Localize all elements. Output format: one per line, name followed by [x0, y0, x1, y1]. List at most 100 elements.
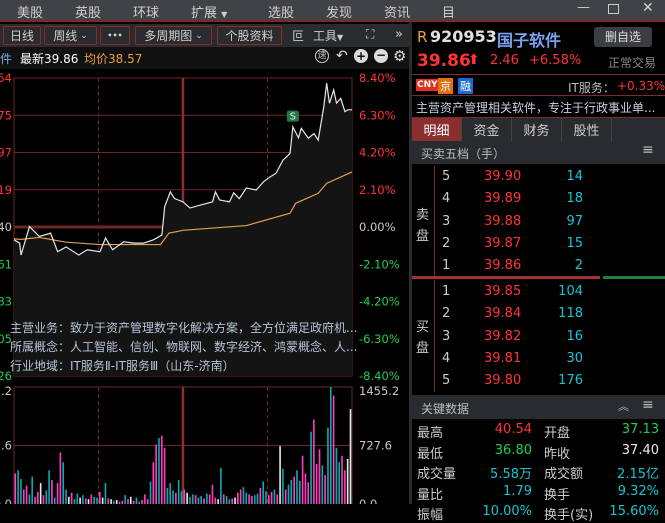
- tab-finance[interactable]: 财务: [512, 118, 562, 141]
- zoom-out-icon[interactable]: −: [374, 48, 388, 63]
- expand-icon[interactable]: »: [395, 27, 403, 42]
- orderbook-row[interactable]: 2 39.84 118: [412, 303, 665, 325]
- orderbook-row[interactable]: 2 39.87 15: [412, 233, 665, 255]
- left-axis-tick: 35.83: [0, 295, 12, 309]
- panel-divider[interactable]: [409, 22, 412, 504]
- weekly-dropdown[interactable]: 周线 ⌄: [44, 26, 97, 45]
- orderbook-row[interactable]: 1 39.85 104: [412, 281, 665, 303]
- orderbook-row[interactable]: 5 39.80 176: [412, 370, 665, 392]
- orderbook-row[interactable]: 4 39.89 18: [412, 188, 665, 210]
- gear-icon[interactable]: ⚙: [393, 47, 407, 65]
- orderbook-row[interactable]: 4 39.81 30: [412, 348, 665, 370]
- sell-signal-label: S: [290, 112, 296, 123]
- menu-icon[interactable]: ≡: [642, 397, 654, 413]
- volume-bar: [146, 499, 149, 504]
- stock-profile-button[interactable]: 个股资料: [217, 26, 282, 45]
- volume-bar: [200, 495, 203, 504]
- keydata-row: 成交量 5.58万 成交额 2.15亿: [412, 461, 665, 482]
- volume-bar: [177, 479, 180, 504]
- nav-extend[interactable]: 扩展 ▼: [191, 2, 227, 21]
- more-button[interactable]: •••: [100, 26, 130, 45]
- volume-bar: [344, 470, 346, 504]
- tab-detail[interactable]: 明细: [412, 118, 462, 141]
- price: 39.86: [484, 258, 522, 274]
- minimize-icon[interactable]: —: [577, 0, 590, 15]
- keydata-row: 量比 1.79 换手 9.32%: [412, 482, 665, 503]
- daily-button[interactable]: 日线: [3, 26, 41, 45]
- quote-panel: R 920953 国子软件 删自选 39.86 ⬆ 2.46 +6.58% 正常…: [412, 24, 665, 523]
- price: 39.90: [484, 169, 522, 184]
- remove-favorite-button[interactable]: 删自选: [594, 27, 652, 47]
- level: 1: [442, 258, 451, 274]
- right-axis-tick: 2.10%: [359, 183, 396, 197]
- maximize-icon[interactable]: [608, 4, 619, 14]
- price-line: [13, 83, 352, 256]
- nav-global[interactable]: 环球: [133, 6, 160, 21]
- volume-bar: [90, 494, 93, 504]
- keydata-title: 关键数据: [421, 402, 470, 416]
- undo-icon[interactable]: ↶: [336, 48, 348, 64]
- keydata-value: 36.80: [494, 442, 532, 458]
- volume-bar: [20, 479, 22, 504]
- stamp-icon[interactable]: 速: [315, 49, 329, 63]
- nav-news[interactable]: 资讯: [384, 6, 411, 21]
- chevron-down-icon: ⌄: [195, 30, 203, 41]
- volume: 97: [566, 213, 583, 229]
- volume: 2: [574, 258, 583, 274]
- volume-bar: [51, 479, 53, 504]
- volume-bar: [321, 465, 324, 504]
- keydata-value: 1.79: [503, 483, 532, 499]
- keydata-header: 关键数据 ︽ ≡: [412, 395, 665, 419]
- tab-funds[interactable]: 资金: [462, 118, 512, 141]
- volume-bar: [149, 481, 152, 504]
- volume-bar: [290, 479, 293, 504]
- top-nav: 美股 英股 环球 扩展 ▼ 选股 发现 资讯 目 — ✕: [0, 0, 665, 22]
- fullscreen-icon[interactable]: ⛶: [366, 27, 375, 41]
- volume-bar: [28, 494, 31, 504]
- layout-icon[interactable]: 叵: [292, 29, 305, 43]
- collapse-icon[interactable]: ︽: [618, 400, 629, 413]
- multi-period-label: 多周期图: [144, 29, 193, 43]
- left-axis-tick: 38.19: [0, 183, 12, 197]
- keydata-label: 振幅: [417, 508, 444, 523]
- volume-bar: [225, 495, 228, 504]
- close-icon[interactable]: ✕: [642, 0, 654, 16]
- orderbook-row[interactable]: 3 39.82 16: [412, 326, 665, 348]
- multi-period-dropdown[interactable]: 多周期图 ⌄: [135, 26, 212, 45]
- volume-bar: [144, 494, 146, 504]
- nav-stock-picker[interactable]: 选股: [268, 6, 295, 21]
- business-text: 主营业务：致力于资产管理数字化解决方案，全方位满足政府机...: [10, 321, 358, 335]
- orderbook-row[interactable]: 3 39.88 97: [412, 211, 665, 233]
- orderbook-row[interactable]: 5 39.90 14: [412, 166, 665, 188]
- volume-bar: [191, 494, 194, 504]
- business-summary[interactable]: 主营资产管理相关软件，专注于行政事业单...: [416, 101, 656, 115]
- volume-bar: [73, 499, 76, 504]
- right-axis-tick: 8.40%: [359, 71, 396, 85]
- nav-uk-stocks[interactable]: 英股: [75, 6, 102, 21]
- up-arrow-icon: ⬆: [468, 52, 480, 68]
- nav-us-stocks[interactable]: 美股: [17, 6, 44, 21]
- keydata-label: 最低: [417, 446, 444, 462]
- keydata-value: 37.40: [621, 442, 659, 458]
- zoom-in-icon[interactable]: +: [354, 49, 368, 63]
- volume-bar: [206, 493, 208, 504]
- tools-dropdown[interactable]: 工具▼: [313, 27, 343, 44]
- info-row: 件 最新39.86 均价38.57 速 ↶ + − ⚙: [0, 47, 410, 69]
- volume-bar: [338, 462, 341, 504]
- volume-bar: [194, 495, 197, 504]
- orderbook-row[interactable]: 1 39.86 2: [412, 255, 665, 277]
- tab-stock-character[interactable]: 股性: [562, 118, 612, 141]
- nav-more[interactable]: 目: [442, 6, 456, 21]
- volume-bar: [256, 493, 259, 504]
- left-axis-tick: 40.54: [0, 71, 12, 85]
- menu-icon[interactable]: ≡: [642, 142, 654, 158]
- volume-bar: [228, 499, 231, 504]
- level: 3: [442, 328, 451, 344]
- volume-bar: [335, 447, 338, 504]
- volume-bar: [313, 419, 315, 504]
- nav-discover[interactable]: 发现: [326, 6, 353, 21]
- intraday-chart[interactable]: 40.54 8.40% 39.75 6.30% 38.97 4.20% 38.19 2.10%…: [0, 69, 409, 504]
- volume-bar: [166, 487, 169, 504]
- volume-bar: [284, 489, 287, 504]
- volume: 14: [566, 169, 583, 184]
